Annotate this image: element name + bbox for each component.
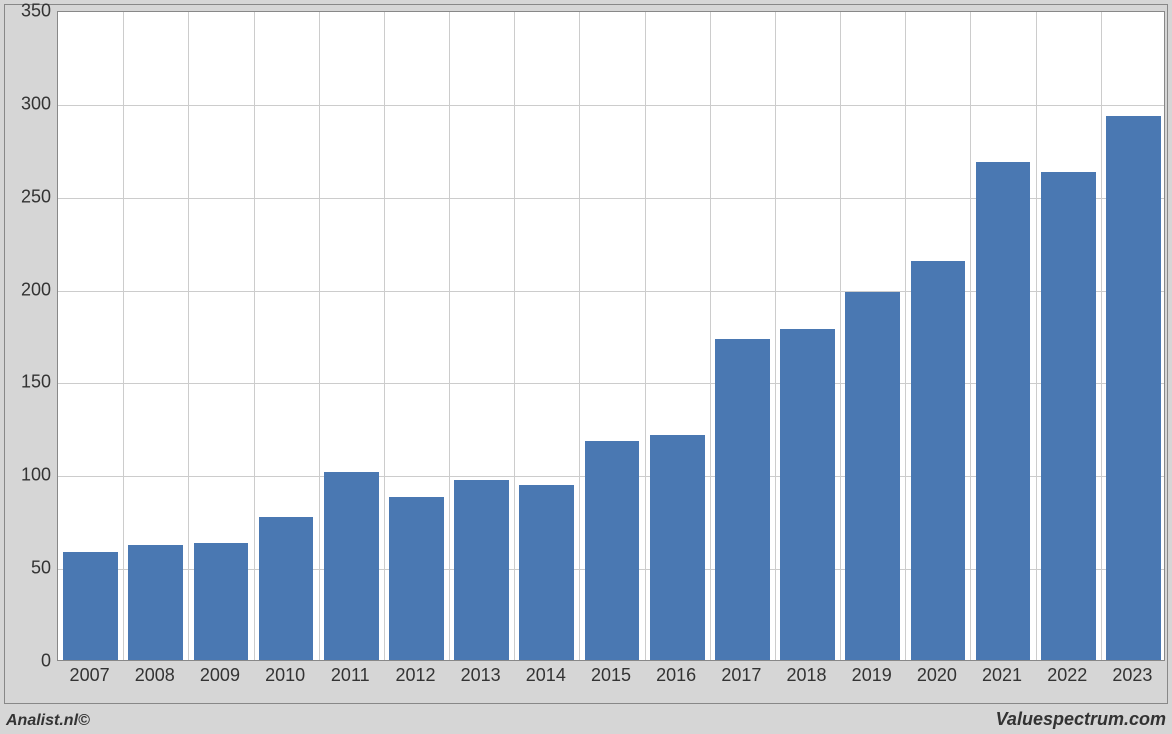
gridline-v	[1101, 12, 1102, 660]
footer-left-credit: Analist.nl©	[6, 712, 90, 730]
x-tick-label: 2007	[70, 665, 110, 686]
bar	[1041, 172, 1096, 660]
y-tick-label: 250	[3, 186, 51, 207]
gridline-v	[449, 12, 450, 660]
gridline-h	[58, 105, 1164, 106]
bar	[194, 543, 249, 660]
y-tick-label: 350	[3, 1, 51, 22]
bar	[911, 261, 966, 660]
gridline-v	[188, 12, 189, 660]
bar	[389, 497, 444, 660]
x-tick-label: 2010	[265, 665, 305, 686]
x-tick-label: 2011	[331, 665, 370, 686]
bar	[976, 162, 1031, 660]
y-tick-label: 100	[3, 465, 51, 486]
gridline-v	[514, 12, 515, 660]
gridline-v	[579, 12, 580, 660]
x-tick-label: 2015	[591, 665, 631, 686]
x-tick-label: 2016	[656, 665, 696, 686]
x-tick-label: 2014	[526, 665, 566, 686]
bar	[519, 485, 574, 660]
gridline-v	[123, 12, 124, 660]
gridline-v	[905, 12, 906, 660]
bar	[585, 441, 640, 660]
x-tick-label: 2008	[135, 665, 175, 686]
x-tick-label: 2017	[721, 665, 761, 686]
y-tick-label: 0	[3, 651, 51, 672]
x-tick-label: 2022	[1047, 665, 1087, 686]
x-tick-label: 2019	[852, 665, 892, 686]
gridline-v	[319, 12, 320, 660]
y-tick-label: 50	[3, 558, 51, 579]
gridline-v	[710, 12, 711, 660]
y-tick-label: 150	[3, 372, 51, 393]
gridline-v	[645, 12, 646, 660]
gridline-v	[384, 12, 385, 660]
y-tick-label: 200	[3, 279, 51, 300]
bar	[1106, 116, 1161, 660]
chart-frame: 0 50 100 150 200 250 300 350 2007 2008 2009 2010 20…	[4, 4, 1168, 704]
gridline-v	[970, 12, 971, 660]
gridline-v	[254, 12, 255, 660]
bar	[650, 435, 705, 660]
x-tick-label: 2020	[917, 665, 957, 686]
bar	[780, 329, 835, 660]
footer-right-credit: Valuespectrum.com	[996, 709, 1166, 730]
y-tick-label: 300	[3, 93, 51, 114]
gridline-v	[840, 12, 841, 660]
gridline-v	[775, 12, 776, 660]
x-tick-label: 2012	[395, 665, 435, 686]
bar	[845, 292, 900, 660]
bar	[715, 339, 770, 660]
x-tick-label: 2013	[461, 665, 501, 686]
gridline-v	[1036, 12, 1037, 660]
bar	[128, 545, 183, 660]
bar	[324, 472, 379, 660]
x-tick-label: 2018	[786, 665, 826, 686]
bar	[259, 517, 314, 660]
bar	[63, 552, 118, 660]
x-tick-label: 2021	[982, 665, 1022, 686]
bar	[454, 480, 509, 660]
x-tick-label: 2023	[1112, 665, 1152, 686]
x-tick-label: 2009	[200, 665, 240, 686]
plot-area	[57, 11, 1165, 661]
